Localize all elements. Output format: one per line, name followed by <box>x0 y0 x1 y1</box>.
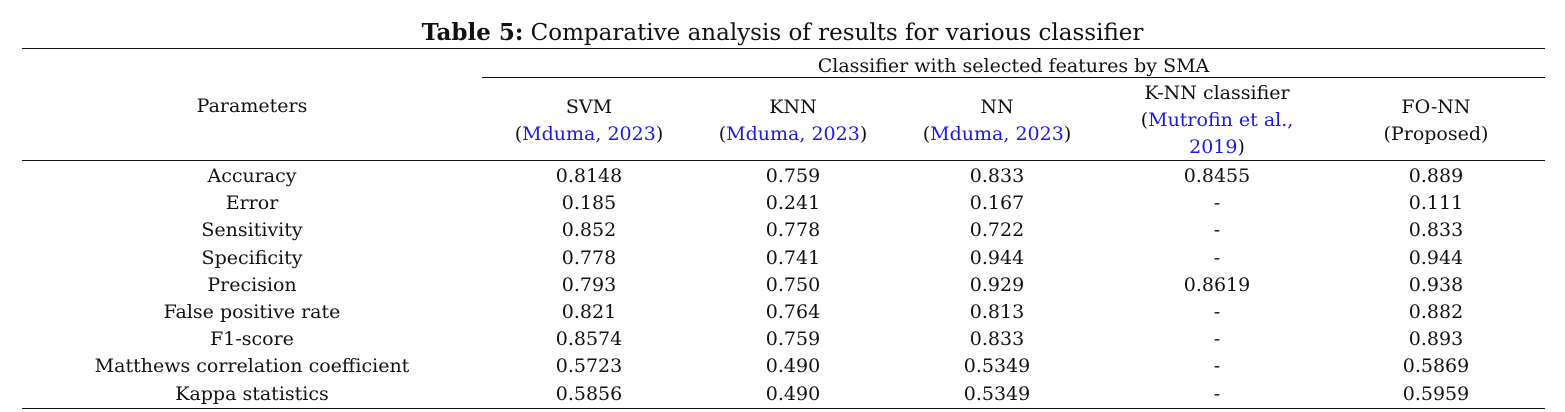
table-cell: 0.490 <box>765 355 821 378</box>
table-cell: - <box>1213 328 1221 351</box>
table-cell: 0.764 <box>765 301 821 323</box>
table-cell: 0.938 <box>1408 273 1464 296</box>
column-name: FO-NN <box>1401 96 1471 118</box>
group-header-rule <box>482 77 1545 78</box>
table-title: Comparative analysis of results for vari… <box>523 20 1144 46</box>
table-cell: 0.5723 <box>555 355 623 378</box>
column-citation-line2: 2019) <box>1189 136 1245 158</box>
table-cell: 0.833 <box>969 165 1025 187</box>
table-cell: 0.833 <box>1408 219 1464 242</box>
table-cell: 0.5856 <box>555 382 623 405</box>
table-cell: 0.759 <box>765 328 821 351</box>
citation-link[interactable]: 2019 <box>1189 136 1238 158</box>
table-cell: 0.8148 <box>555 165 623 187</box>
row-parameter: Kappa statistics <box>175 382 329 405</box>
table-cell: 0.929 <box>969 273 1025 296</box>
table-cell: 0.882 <box>1408 301 1464 323</box>
row-parameter: Sensitivity <box>201 219 303 242</box>
citation-link[interactable]: Mduma, 2023 <box>930 123 1064 145</box>
group-header: Classifier with selected features by SMA <box>817 55 1210 77</box>
table-cell: 0.813 <box>969 301 1025 323</box>
column-citation: (Mduma, 2023) <box>922 123 1072 145</box>
column-citation: (Mduma, 2023) <box>514 123 664 145</box>
table-cell: 0.944 <box>1408 246 1464 269</box>
table-cell: 0.5869 <box>1402 355 1470 378</box>
column-name: K-NN classifier <box>1144 82 1290 104</box>
column-header-fo-nn: FO-NN (Proposed) <box>1336 94 1536 148</box>
row-parameter: F1-score <box>210 328 294 351</box>
table-caption: Table 5: Comparative analysis of results… <box>0 18 1565 48</box>
column-header-knn-classifier: K-NN classifier (Mutrofin et al., 2019) <box>1112 80 1322 161</box>
column-header-svm: SVM (Mduma, 2023) <box>489 94 689 148</box>
table-cell: 0.5959 <box>1402 382 1470 405</box>
table-top-rule <box>22 48 1545 49</box>
table-cell: 0.741 <box>765 246 821 269</box>
table-cell: 0.8455 <box>1183 165 1251 187</box>
table-cell: 0.8574 <box>555 328 623 351</box>
table-cell: - <box>1213 355 1221 378</box>
table-cell: - <box>1213 301 1221 323</box>
table-cell: 0.821 <box>561 301 617 323</box>
table-cell: 0.185 <box>561 192 617 215</box>
citation-link[interactable]: Mduma, 2023 <box>522 123 656 145</box>
table-cell: - <box>1213 219 1221 242</box>
column-citation: (Mduma, 2023) <box>718 123 868 145</box>
column-header-knn: KNN (Mduma, 2023) <box>693 94 893 148</box>
row-parameter: False positive rate <box>163 301 341 323</box>
citation-link[interactable]: Mutrofin et al., <box>1148 109 1294 131</box>
table-cell: 0.852 <box>561 219 617 242</box>
row-parameter: Error <box>225 192 279 215</box>
table-cell: 0.793 <box>561 273 617 296</box>
column-header-nn: NN (Mduma, 2023) <box>897 94 1097 148</box>
table-cell: - <box>1213 246 1221 269</box>
row-parameter: Accuracy <box>207 165 297 187</box>
table-bottom-rule <box>22 408 1545 409</box>
column-subtitle: (Proposed) <box>1383 123 1489 145</box>
table-cell: 0.778 <box>765 219 821 242</box>
table-cell: 0.833 <box>969 328 1025 351</box>
table-cell: 0.241 <box>765 192 821 215</box>
table-cell: 0.111 <box>1408 192 1464 215</box>
table-cell: 0.944 <box>969 246 1025 269</box>
row-parameter: Specificity <box>201 246 303 269</box>
table-cell: 0.759 <box>765 165 821 187</box>
table-cell: 0.778 <box>561 246 617 269</box>
table-cell: 0.490 <box>765 382 821 405</box>
table-label: Table 5: <box>421 19 524 46</box>
header-bottom-rule <box>22 160 1545 161</box>
table-cell: 0.889 <box>1408 165 1464 187</box>
row-parameter: Precision <box>207 273 297 296</box>
parameters-header: Parameters <box>196 95 308 117</box>
column-name: SVM <box>565 96 613 118</box>
table-cell: - <box>1213 192 1221 215</box>
table-cell: 0.5349 <box>963 355 1031 378</box>
table-cell: 0.8619 <box>1183 273 1251 296</box>
citation-link[interactable]: Mduma, 2023 <box>726 123 860 145</box>
table-cell: 0.167 <box>969 192 1025 215</box>
column-name: KNN <box>769 96 817 118</box>
column-citation: (Mutrofin et al., <box>1140 109 1294 131</box>
table-cell: 0.750 <box>765 273 821 296</box>
table-cell: 0.5349 <box>963 382 1031 405</box>
column-name: NN <box>980 96 1014 118</box>
table-cell: - <box>1213 382 1221 405</box>
table-cell: 0.893 <box>1408 328 1464 351</box>
row-parameter: Matthews correlation coefficient <box>94 355 410 378</box>
table-cell: 0.722 <box>969 219 1025 242</box>
